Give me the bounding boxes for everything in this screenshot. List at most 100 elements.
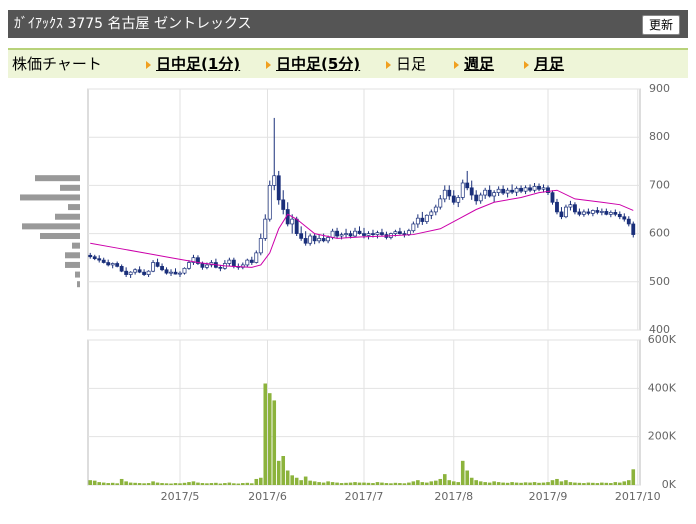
volume-tick-label: 600K [648, 333, 677, 346]
volume-bar [366, 482, 371, 485]
candle-body [608, 212, 613, 215]
volume-profile-bar [77, 281, 80, 288]
volume-bar [196, 482, 200, 485]
volume-bar [438, 478, 443, 485]
volume-bar [568, 482, 573, 485]
volume-profile-bar [65, 252, 80, 259]
refresh-button[interactable]: 更新 [641, 15, 680, 35]
volume-bar [281, 456, 286, 485]
volume-bar [110, 482, 115, 485]
volume-bar [483, 482, 487, 485]
volume-profile-bar [65, 261, 80, 268]
volume-bar [128, 482, 133, 485]
candle-body [622, 216, 627, 220]
candle-body [469, 187, 474, 196]
candle-body [128, 271, 133, 275]
candle-body [456, 197, 461, 203]
candle-body [451, 195, 456, 203]
volume-bar [631, 469, 636, 485]
tab[interactable]: 日中足(1分) [146, 50, 240, 78]
volume-bar [353, 482, 357, 485]
volume-bar [523, 482, 528, 485]
volume-bar [442, 474, 447, 485]
tab[interactable]: 日足 [386, 50, 426, 78]
candle-body [581, 211, 586, 215]
candle-body [402, 233, 407, 235]
volume-bar [101, 482, 106, 485]
tab-label: 株価チャート [12, 55, 102, 73]
volume-profile-bar [72, 242, 80, 249]
volume-bar [501, 482, 505, 485]
volume-bar [604, 482, 609, 485]
volume-bar [622, 481, 627, 485]
candle-body [406, 230, 411, 235]
candle-body [276, 175, 281, 201]
volume-bar [348, 482, 353, 485]
volume-bar [339, 483, 344, 485]
volume-profile-bar [22, 223, 80, 230]
tab[interactable]: 日中足(5分) [266, 50, 360, 78]
volume-bar [456, 482, 461, 485]
volume-bar [272, 400, 277, 485]
volume-bar [124, 481, 128, 485]
volume-bar [146, 483, 151, 485]
volume-bar [321, 482, 326, 485]
candle-body [119, 266, 124, 272]
title: ｶﾞｲｱｯｸｽ 3775 名古屋 ゼントレックス [14, 16, 252, 32]
x-tick-label: 2017/5 [161, 490, 200, 503]
candle-body [290, 218, 295, 225]
volume-bar [317, 482, 321, 485]
volume-bar [241, 483, 245, 485]
volume-profile-bar [68, 204, 80, 211]
volume-profile-bar [75, 271, 80, 278]
candle-body [196, 257, 200, 264]
candle-body [510, 189, 515, 193]
candle-body [160, 266, 164, 271]
volume-bar [595, 483, 600, 485]
volume-bar [227, 482, 232, 485]
volume-bar [335, 482, 339, 485]
volume-bar [187, 482, 191, 485]
candle-body [245, 259, 250, 266]
volume-tick-label: 0K [662, 478, 677, 491]
volume-bar [573, 482, 577, 485]
volume-bar [294, 477, 299, 485]
header: ｶﾞｲｱｯｸｽ 3775 名古屋 ゼントレックス 更新 [8, 10, 688, 38]
candle-body [137, 269, 142, 273]
volume-bar [582, 483, 586, 485]
candle-body [357, 230, 362, 234]
candle-body [178, 272, 182, 275]
volume-bar [303, 476, 308, 485]
volume-bar [425, 482, 429, 485]
candle-body [299, 233, 304, 239]
candle-body [281, 199, 286, 210]
candle-body [353, 230, 357, 237]
candle-body [155, 262, 160, 267]
candle-body [146, 270, 151, 275]
candle-body [249, 259, 254, 263]
volume-bar [290, 475, 294, 485]
volume-bar [88, 480, 93, 485]
tab[interactable]: 週足 [454, 50, 494, 78]
volume-bar [326, 481, 330, 485]
volume-bar [618, 482, 622, 485]
y-tick-label: 800 [649, 130, 670, 143]
volume-bar [626, 480, 631, 485]
tab[interactable]: 月足 [524, 50, 564, 78]
x-tick-label: 2017/9 [529, 490, 568, 503]
candle-body [532, 186, 537, 191]
volume-bar [420, 482, 425, 485]
candle-body [465, 182, 470, 189]
volume-bar [312, 481, 317, 485]
volume-bar [164, 483, 169, 485]
volume-bar [402, 483, 407, 485]
candle-body [442, 189, 447, 200]
candle-body [514, 187, 519, 193]
candle-body [604, 211, 609, 215]
volume-bar [250, 483, 254, 485]
volume-bar [155, 482, 160, 485]
candle-body [429, 211, 434, 216]
volume-bar [245, 482, 250, 485]
volume-bar [586, 482, 591, 485]
candle-body [528, 187, 532, 191]
